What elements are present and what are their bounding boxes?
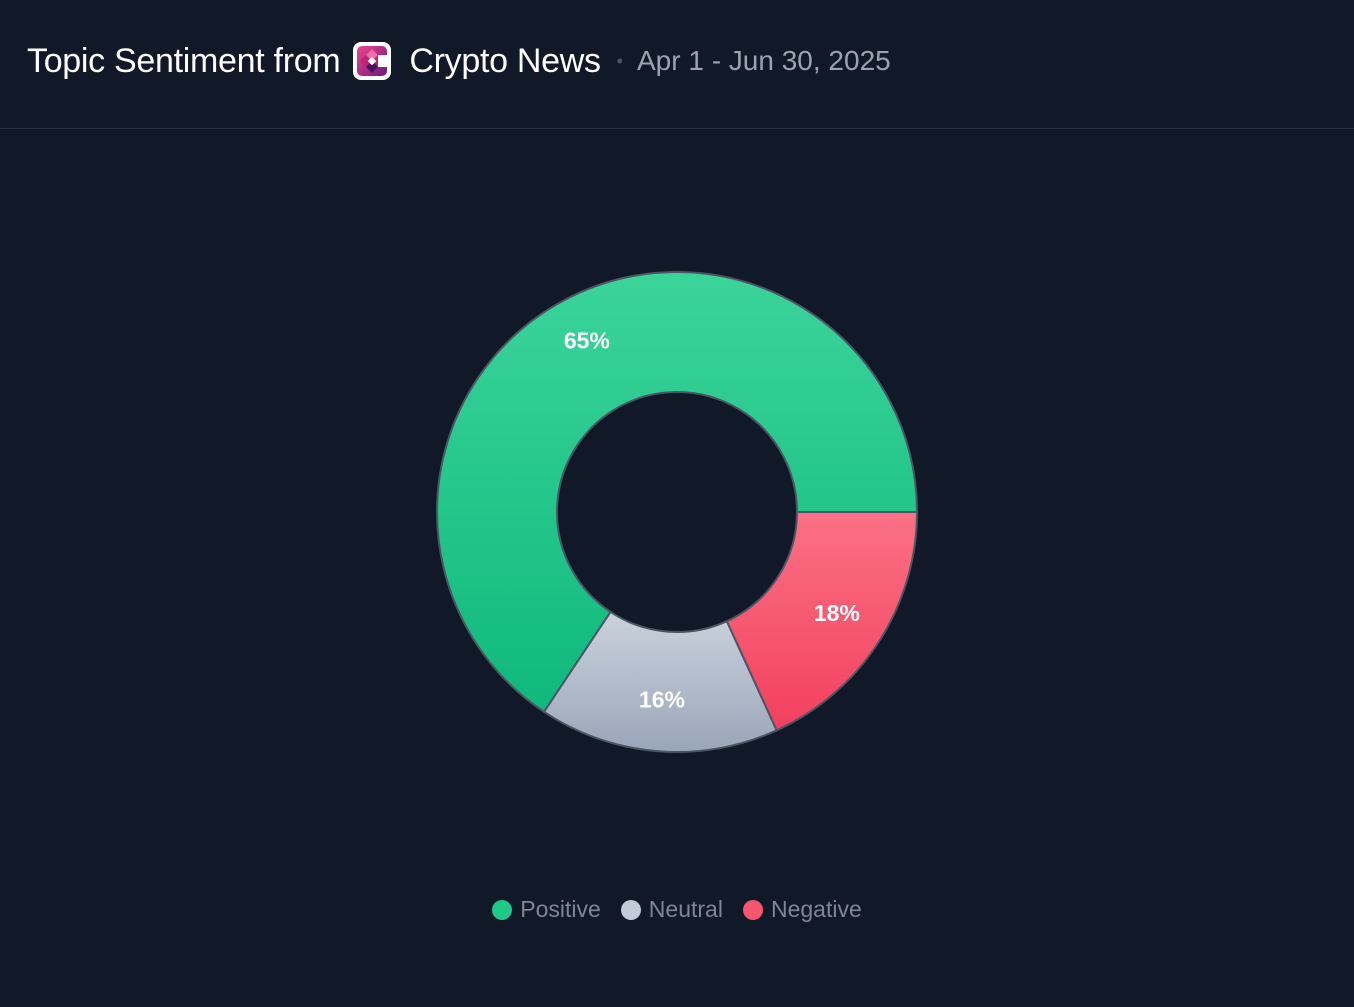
legend-item-positive[interactable]: Positive: [492, 896, 601, 923]
chart-title-prefix: Topic Sentiment from: [27, 41, 341, 80]
donut-slice-positive[interactable]: [436, 271, 919, 714]
legend-dot-neutral: [620, 899, 641, 920]
chart-legend: Positive Neutral Negative: [0, 896, 1354, 923]
legend-label-neutral: Neutral: [648, 896, 723, 922]
legend-label-negative: Negative: [770, 896, 862, 922]
donut-slice-neutral[interactable]: [542, 610, 779, 754]
legend-dot-positive: [492, 899, 513, 920]
slice-label-neutral: 16%: [639, 686, 685, 712]
title-row: Topic Sentiment from Crypto News •: [27, 38, 891, 84]
chart-header: Topic Sentiment from Crypto News •: [0, 0, 1354, 129]
title-separator: •: [616, 51, 623, 71]
crypto-news-logo-icon: [352, 41, 392, 81]
date-range: Apr 1 - Jun 30, 2025: [636, 45, 891, 76]
donut-slice-negative[interactable]: [725, 511, 919, 732]
legend-item-neutral[interactable]: Neutral: [620, 896, 723, 923]
sentiment-donut-chart: 65% 16% 18%: [0, 130, 1354, 1002]
donut-svg: 65% 16% 18%: [436, 271, 919, 754]
source-name: Crypto News: [409, 41, 601, 80]
legend-dot-negative: [742, 899, 763, 920]
legend-label-positive: Positive: [520, 896, 601, 922]
legend-item-negative[interactable]: Negative: [742, 896, 862, 923]
slice-label-negative: 18%: [814, 600, 860, 626]
slice-label-positive: 65%: [564, 328, 610, 354]
